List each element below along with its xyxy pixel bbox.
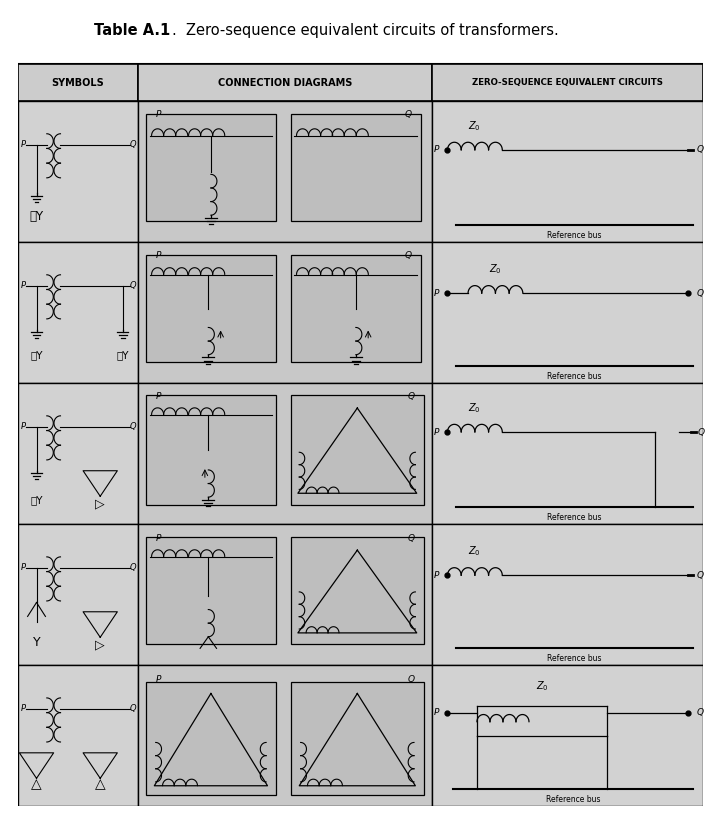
Text: Q: Q [696,571,703,580]
Bar [138,64,433,101]
Text: Q: Q [696,146,703,155]
Text: △: △ [95,777,105,791]
Text: P: P [434,289,439,298]
Text: P: P [21,705,26,713]
Bar [433,383,703,524]
Text: Q: Q [697,428,704,437]
Text: P: P [156,393,161,401]
Text: P: P [434,571,439,580]
Bar [18,64,138,101]
Bar [433,524,703,665]
Text: P: P [434,428,439,437]
Text: P: P [21,563,26,572]
Bar [433,665,703,806]
Text: P: P [156,251,161,261]
Bar [433,242,703,383]
Bar [18,101,138,242]
Text: Reference bus: Reference bus [547,371,602,380]
Text: P: P [156,675,161,684]
Text: Q: Q [407,533,415,543]
Bar [138,665,433,806]
Text: ▷: ▷ [95,638,105,652]
Text: Y: Y [32,636,40,649]
Text: ⏚Y: ⏚Y [30,350,43,361]
Text: Q: Q [696,289,703,298]
Bar [138,383,433,524]
Text: $Z_0$: $Z_0$ [469,545,482,558]
Bar [18,242,138,383]
Text: P: P [156,110,161,119]
Text: .  Zero-sequence equivalent circuits of transformers.: . Zero-sequence equivalent circuits of t… [172,23,558,38]
Text: ⏚Y: ⏚Y [117,350,129,361]
Text: ZERO-SEQUENCE EQUIVALENT CIRCUITS: ZERO-SEQUENCE EQUIVALENT CIRCUITS [472,78,663,87]
Text: ⏚Y: ⏚Y [30,210,43,223]
Text: P: P [156,533,161,543]
Text: Q: Q [407,393,415,401]
Bar [291,114,420,222]
Bar [433,64,703,101]
Text: Reference bus: Reference bus [547,653,602,662]
Text: SYMBOLS: SYMBOLS [52,78,105,88]
Bar [433,101,703,242]
Bar [291,256,420,362]
Text: Q: Q [130,281,136,290]
Bar [146,114,275,222]
Text: Q: Q [404,110,412,119]
Bar [18,665,138,806]
Text: CONNECTION DIAGRAMS: CONNECTION DIAGRAMS [218,78,353,88]
Bar [138,101,433,242]
Text: P: P [434,146,439,155]
Text: ▷: ▷ [95,498,105,510]
Text: Reference bus: Reference bus [546,795,600,804]
Bar [18,383,138,524]
Text: Q: Q [130,140,136,149]
Bar [146,256,275,362]
Text: Reference bus: Reference bus [547,231,602,240]
Text: Q: Q [130,705,136,713]
Text: Q: Q [696,708,703,717]
Text: Q: Q [404,251,412,261]
Bar [138,242,433,383]
Text: ⏚Y: ⏚Y [30,495,43,505]
Text: P: P [21,140,26,149]
Bar [291,682,423,795]
Bar [146,682,275,795]
Text: Q: Q [130,563,136,572]
Text: Q: Q [407,675,415,684]
Bar [291,538,423,644]
Text: P: P [434,708,439,717]
Text: Q: Q [130,422,136,431]
Text: △: △ [31,777,42,791]
Text: $Z_0$: $Z_0$ [469,401,482,415]
Text: $Z_0$: $Z_0$ [489,262,502,276]
Bar [146,394,275,504]
Text: P: P [21,422,26,431]
Text: Table A.1: Table A.1 [94,23,170,38]
Bar [138,524,433,665]
Text: $Z_0$: $Z_0$ [536,679,549,692]
Bar [146,538,275,644]
Bar [18,524,138,665]
Text: $Z_0$: $Z_0$ [469,119,482,133]
Text: Reference bus: Reference bus [547,513,602,522]
Bar [291,394,423,504]
Text: P: P [21,281,26,290]
